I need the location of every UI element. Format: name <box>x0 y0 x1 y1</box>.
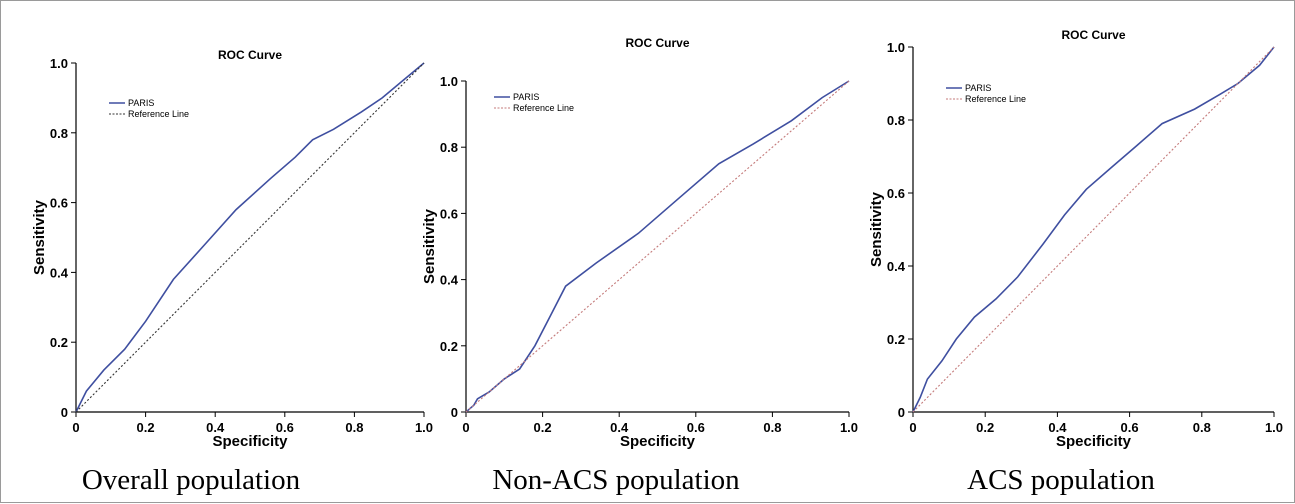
chart-title: ROC Curve <box>625 36 689 50</box>
y-tick-label: 0.6 <box>887 186 905 201</box>
panel-caption: ACS population <box>967 464 1155 496</box>
x-tick-label: 1.0 <box>1265 420 1283 435</box>
roc-curve-line <box>465 80 850 413</box>
legend-label: PARIS <box>965 83 991 93</box>
x-tick-label: 0.8 <box>763 420 781 435</box>
y-tick-label: 0.2 <box>440 339 458 354</box>
y-axis-label: Sensitivity <box>421 208 438 284</box>
x-tick-label: 0.4 <box>206 420 225 435</box>
y-tick-label: 0 <box>451 405 458 420</box>
legend-label: Reference Line <box>128 109 189 119</box>
roc-panel-1: ROC Curve 0 0.2 0.4 0.6 0.8 1.0 0 0.2 0.4 0.6 0.8 1.… <box>31 48 433 496</box>
x-tick-label: 0 <box>72 420 79 435</box>
x-tick-label: 0.6 <box>687 420 705 435</box>
y-tick-label: 1.0 <box>50 56 68 71</box>
y-axis-label: Sensitivity <box>31 199 48 275</box>
y-tick-label: 0 <box>898 405 905 420</box>
panel-caption: Overall population <box>82 464 301 496</box>
roc-panel-3: ROC Curve 0 0.2 0.4 0.6 0.8 1.0 0 0.2 0.4 0.6 0.8 1.… <box>868 28 1283 496</box>
x-tick-label: 0.2 <box>534 420 552 435</box>
x-tick-label: 1.0 <box>415 420 433 435</box>
legend-label: Reference Line <box>965 94 1026 104</box>
chart-title: ROC Curve <box>218 48 282 62</box>
y-tick-label: 0.6 <box>440 206 458 221</box>
reference-line <box>465 80 850 413</box>
x-tick-label: 0 <box>462 420 469 435</box>
chart-title: ROC Curve <box>1061 28 1125 42</box>
y-tick-label: 1.0 <box>440 74 458 89</box>
reference-line <box>912 46 1275 413</box>
y-tick-label: 0.8 <box>440 140 458 155</box>
x-tick-label: 0.4 <box>1048 420 1067 435</box>
y-tick-label: 0 <box>61 405 68 420</box>
x-tick-label: 0.2 <box>976 420 994 435</box>
x-axis-label: Specificity <box>620 433 696 450</box>
x-tick-label: 0.8 <box>345 420 363 435</box>
x-axis-label: Specificity <box>212 433 288 450</box>
x-tick-label: 0.8 <box>1193 420 1211 435</box>
roc-curve-line <box>912 46 1275 413</box>
y-tick-label: 1.0 <box>887 40 905 55</box>
roc-panel-2: ROC Curve 0 0.2 0.4 0.6 0.8 1.0 0 0.2 0.4 0.6 0.8 1.… <box>421 36 858 496</box>
x-tick-label: 0.6 <box>1121 420 1139 435</box>
legend-label: PARIS <box>128 98 154 108</box>
y-tick-label: 0.2 <box>50 335 68 350</box>
y-tick-label: 0.4 <box>887 259 906 274</box>
y-tick-label: 0.2 <box>887 332 905 347</box>
x-tick-label: 0 <box>909 420 916 435</box>
y-tick-label: 0.8 <box>887 113 905 128</box>
legend-label: PARIS <box>513 92 539 102</box>
x-axis-label: Specificity <box>1056 433 1132 450</box>
y-tick-label: 0.4 <box>50 265 69 280</box>
y-tick-label: 0.6 <box>50 196 68 211</box>
y-axis-label: Sensitivity <box>868 191 885 267</box>
y-tick-label: 0.4 <box>440 273 459 288</box>
panel-caption: Non-ACS population <box>492 464 740 496</box>
x-tick-label: 0.2 <box>137 420 155 435</box>
x-tick-label: 0.6 <box>276 420 294 435</box>
x-tick-label: 1.0 <box>840 420 858 435</box>
x-tick-label: 0.4 <box>610 420 629 435</box>
y-tick-label: 0.8 <box>50 126 68 141</box>
legend-label: Reference Line <box>513 103 574 113</box>
roc-curve-line <box>75 62 425 413</box>
